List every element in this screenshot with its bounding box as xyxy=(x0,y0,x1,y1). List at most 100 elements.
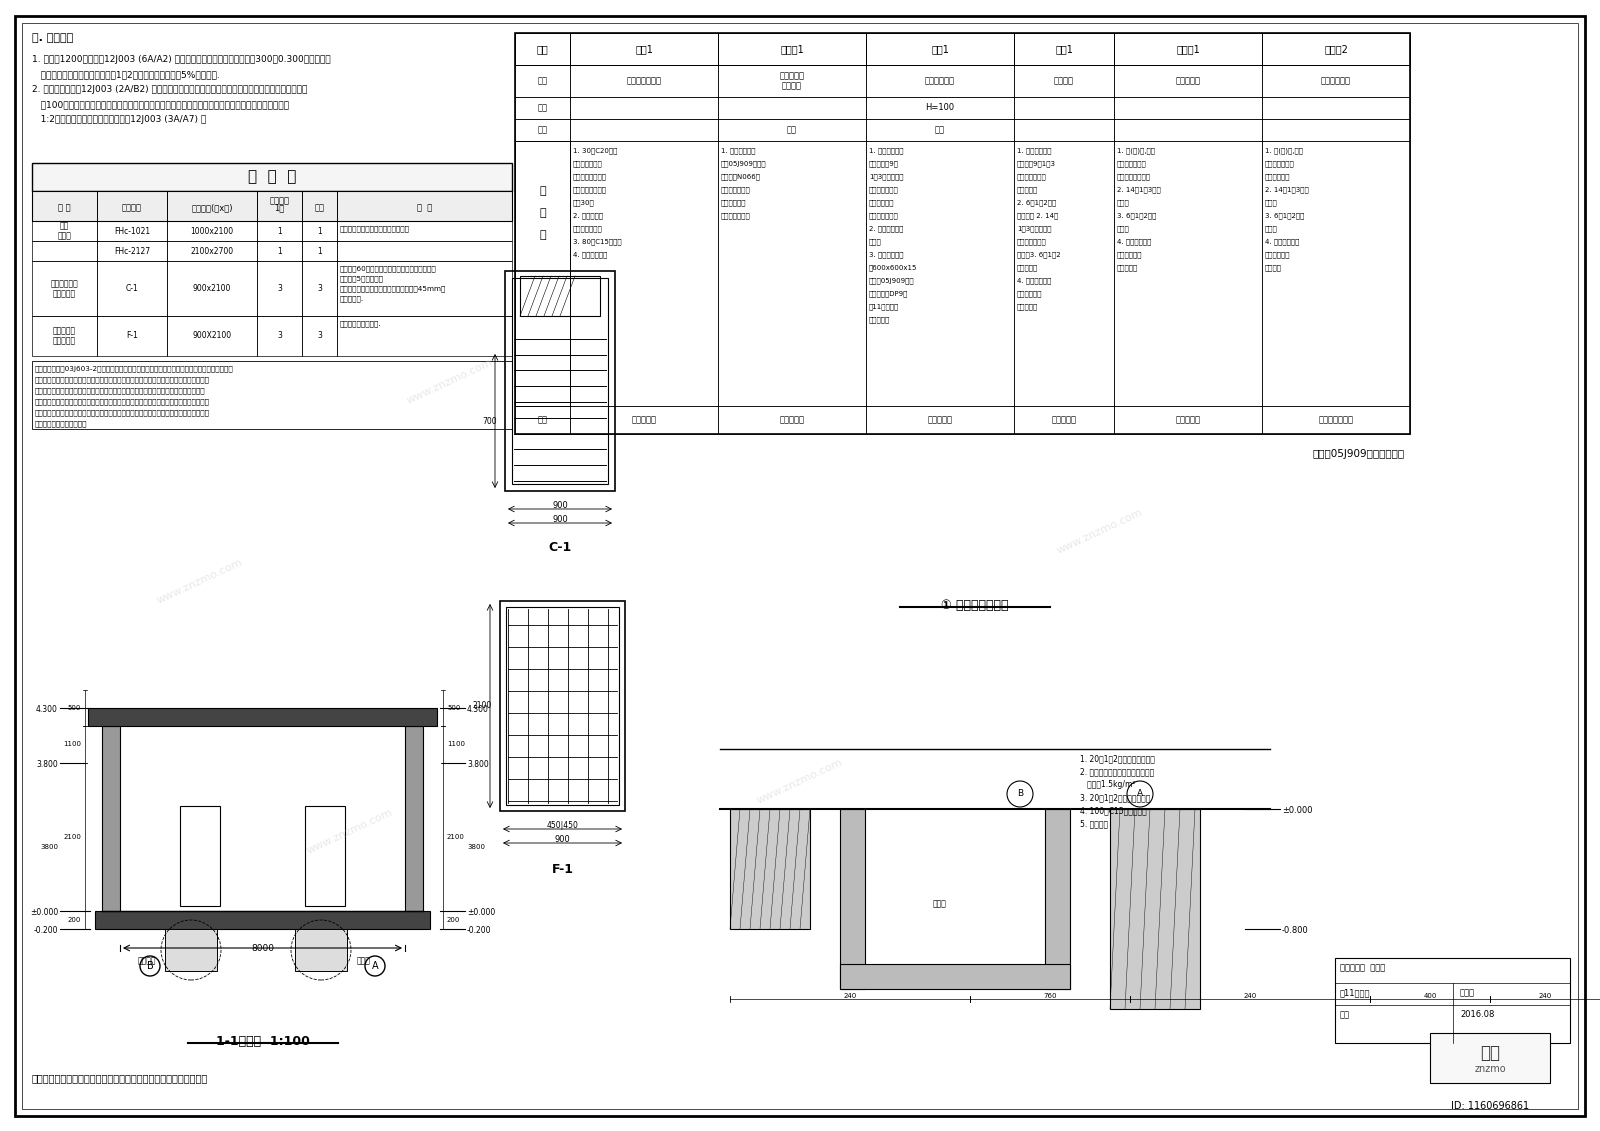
Bar xyxy=(166,241,258,261)
Bar xyxy=(1114,141,1262,406)
Text: 中门窗洞口尺寸相同者编号相同，请施工单位注意门窗的镜像关系。详立面和平面。门窗的: 中门窗洞口尺寸相同者编号相同，请施工单位注意门窗的镜像关系。详立面和平面。门窗的 xyxy=(35,409,210,415)
Text: 砖墙柱架）: 砖墙柱架） xyxy=(1018,185,1038,192)
Bar xyxy=(570,97,718,119)
Text: 4. 素土分层夯实: 4. 素土分层夯实 xyxy=(573,251,608,258)
Text: ±0.000: ±0.000 xyxy=(30,908,58,917)
Text: ID: 1160696861: ID: 1160696861 xyxy=(1451,1100,1530,1111)
Text: 施工图: 施工图 xyxy=(1459,988,1475,998)
Bar xyxy=(338,191,512,221)
Text: 外墙面2: 外墙面2 xyxy=(1325,44,1347,54)
Text: 程做法》第DP9页: 程做法》第DP9页 xyxy=(869,290,909,296)
Text: 洞口尺寸(宽x高): 洞口尺寸(宽x高) xyxy=(192,204,232,213)
Text: ±0.000: ±0.000 xyxy=(1282,806,1312,815)
Text: 于100；面层材料和色彩由环境设计定，可先做基层，预留面层及结合层厚度；与楼梯间及散水接缝用: 于100；面层材料和色彩由环境设计定，可先做基层，预留面层及结合层厚度；与楼梯间… xyxy=(32,100,290,109)
Text: 备  注: 备 注 xyxy=(418,204,432,213)
Bar xyxy=(1262,97,1410,119)
Text: 建筑: 建筑 xyxy=(1341,1010,1350,1019)
Text: 真石漆面层: 真石漆面层 xyxy=(1117,264,1138,270)
Text: 3: 3 xyxy=(317,331,322,340)
Text: 200: 200 xyxy=(446,917,461,923)
Bar xyxy=(515,33,570,64)
Text: 1层: 1层 xyxy=(274,204,285,213)
Text: 见立面标注: 见立面标注 xyxy=(1176,415,1200,424)
Text: 900x2100: 900x2100 xyxy=(194,284,230,293)
Text: 玻璃选用5厚单片玻璃: 玻璃选用5厚单片玻璃 xyxy=(339,275,384,282)
Text: znzmo: znzmo xyxy=(1474,1064,1506,1074)
Text: 3: 3 xyxy=(277,284,282,293)
Text: ① 电缆沟剖面示意: ① 电缆沟剖面示意 xyxy=(941,599,1008,612)
Text: 法: 法 xyxy=(539,208,546,218)
Text: 1. 砼表面打毛见: 1. 砼表面打毛见 xyxy=(722,147,755,154)
Text: 铝合金固定窗: 铝合金固定窗 xyxy=(51,279,78,288)
Text: 磨薄30厚: 磨薄30厚 xyxy=(573,199,595,206)
Bar xyxy=(94,910,430,929)
Text: 1000x2100: 1000x2100 xyxy=(190,226,234,235)
Bar xyxy=(338,221,512,241)
Text: FHc-1021: FHc-1021 xyxy=(114,226,150,235)
Text: 3: 3 xyxy=(317,284,322,293)
Text: 参国标05J909《工程做法》: 参国标05J909《工程做法》 xyxy=(1314,449,1405,459)
Text: 水泥砂浆（用于: 水泥砂浆（用于 xyxy=(1018,173,1046,180)
Text: 4. 配套柔性耐水: 4. 配套柔性耐水 xyxy=(1018,277,1051,284)
Text: 4. 配套柔性耐水: 4. 配套柔性耐水 xyxy=(1266,238,1299,244)
Bar xyxy=(1110,809,1200,1009)
Text: 吸声墙面做法。: 吸声墙面做法。 xyxy=(722,211,750,218)
Text: 3. 20厚1：2水泥砂浆找平层: 3. 20厚1：2水泥砂浆找平层 xyxy=(1080,793,1150,802)
Text: 钢制: 钢制 xyxy=(59,222,69,231)
Text: 名称: 名称 xyxy=(538,77,547,86)
Text: 腻子层砌外墙: 腻子层砌外墙 xyxy=(1018,290,1043,296)
Bar xyxy=(1014,406,1114,434)
Text: 2016.08: 2016.08 xyxy=(1459,1010,1494,1019)
Text: 1. 30厚C20细石: 1. 30厚C20细石 xyxy=(573,147,618,154)
Text: 细石混凝土地面: 细石混凝土地面 xyxy=(627,77,661,86)
Bar xyxy=(499,601,626,811)
Text: 电缆沟: 电缆沟 xyxy=(933,899,947,908)
Text: 1100: 1100 xyxy=(446,742,466,748)
Bar xyxy=(166,221,258,241)
Bar xyxy=(258,221,302,241)
Text: www.znzmo.com: www.znzmo.com xyxy=(405,356,494,405)
Text: 分层数量: 分层数量 xyxy=(269,197,290,206)
Text: 4. 100厚C15混凝土垫层: 4. 100厚C15混凝土垫层 xyxy=(1080,806,1147,815)
Text: 表: 表 xyxy=(539,230,546,240)
Text: 镜像关系，详立面和平面。: 镜像关系，详立面和平面。 xyxy=(35,420,88,426)
Text: 不锈钢方式防盗格栅.: 不锈钢方式防盗格栅. xyxy=(339,320,382,327)
Text: 3. 80厚C15混凝土: 3. 80厚C15混凝土 xyxy=(573,238,622,244)
Text: 顶棚做法。: 顶棚做法。 xyxy=(869,316,890,322)
Bar xyxy=(1262,406,1410,434)
Text: 水泥踢脚: 水泥踢脚 xyxy=(1054,77,1074,86)
Text: 吸声墙面: 吸声墙面 xyxy=(782,81,802,90)
Text: -0.800: -0.800 xyxy=(1282,926,1309,935)
Text: 防水细石混凝土）: 防水细石混凝土） xyxy=(573,173,606,180)
Text: 备注: 备注 xyxy=(538,415,547,424)
Bar xyxy=(1014,119,1114,141)
Bar xyxy=(258,316,302,356)
Bar xyxy=(98,261,166,316)
Text: 能、水密性、气密性、保温性能、采光性能、空气声隔声性能、侧推力、强度、防火、防: 能、水密性、气密性、保温性能、采光性能、空气声隔声性能、侧推力、强度、防火、防 xyxy=(35,387,206,394)
Text: 表面打毛，磨平，: 表面打毛，磨平， xyxy=(573,185,606,192)
Text: 3: 3 xyxy=(277,331,282,340)
Text: 腻子层砌外墙: 腻子层砌外墙 xyxy=(1117,251,1142,258)
Text: 成品钢制乙级防火门（颜色同外墙）: 成品钢制乙级防火门（颜色同外墙） xyxy=(339,225,410,232)
Text: 1: 1 xyxy=(317,247,322,256)
Text: 不锈钢内置: 不锈钢内置 xyxy=(53,327,77,336)
Bar xyxy=(1262,64,1410,97)
Text: B: B xyxy=(147,961,154,972)
Bar xyxy=(520,276,600,316)
Text: 涂料面层: 涂料面层 xyxy=(1266,264,1282,270)
Text: 2. 14厚1：3水泥: 2. 14厚1：3水泥 xyxy=(1117,185,1160,192)
Bar xyxy=(1334,958,1570,1043)
Bar xyxy=(1114,97,1262,119)
Text: 材料做法表  门窗表: 材料做法表 门窗表 xyxy=(1341,962,1386,972)
Bar xyxy=(306,806,346,906)
Text: 900: 900 xyxy=(552,515,568,524)
Text: 1. 20厚1：2水泥砂浆压光面层: 1. 20厚1：2水泥砂浆压光面层 xyxy=(1080,754,1155,763)
Bar xyxy=(302,261,338,316)
Text: 总计: 总计 xyxy=(315,204,325,213)
Text: 900: 900 xyxy=(552,501,568,510)
Text: 3.800: 3.800 xyxy=(37,760,58,769)
Text: 地坪处外墙表面粉刷防水砂浆（1：2水泥砂浆内掺水泥重5%防水剂）.: 地坪处外墙表面粉刷防水砂浆（1：2水泥砂浆内掺水泥重5%防水剂）. xyxy=(32,70,219,79)
Bar xyxy=(302,316,338,356)
Text: H=100: H=100 xyxy=(925,104,955,112)
Text: 内墙砼内搀建筑: 内墙砼内搀建筑 xyxy=(722,185,750,192)
